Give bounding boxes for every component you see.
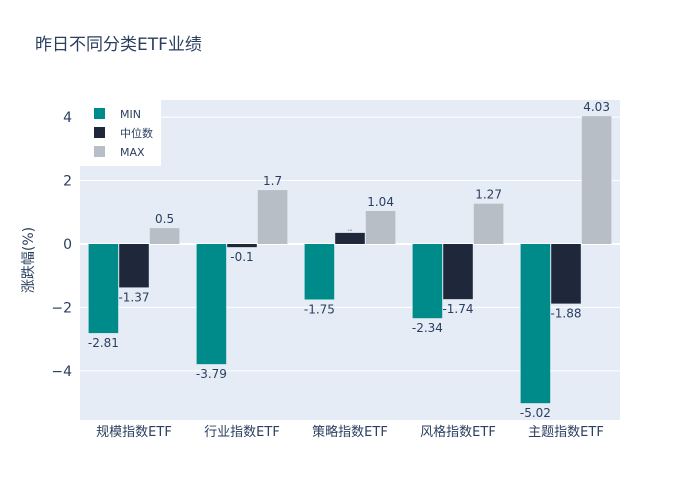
legend-swatch[interactable]	[94, 146, 105, 157]
bar[interactable]	[581, 116, 612, 244]
bar[interactable]	[520, 243, 551, 404]
y-tick-label: 4	[63, 110, 72, 126]
legend-swatch[interactable]	[94, 127, 105, 138]
legend-label[interactable]: MAX	[120, 146, 145, 159]
x-tick-label: 策略指数ETF	[312, 424, 388, 440]
bar[interactable]	[149, 228, 180, 244]
data-label: -0.1	[230, 250, 253, 264]
bar[interactable]	[196, 243, 227, 365]
data-label: -1.37	[118, 290, 149, 304]
bar[interactable]	[119, 243, 149, 288]
data-label: 0.5	[155, 212, 174, 226]
x-tick-label: 风格指数ETF	[420, 424, 496, 440]
data-label: -1.88	[550, 307, 581, 321]
legend-label[interactable]: 中位数	[120, 126, 153, 140]
bar[interactable]	[304, 243, 335, 300]
bar[interactable]	[473, 203, 504, 244]
y-tick-label: −4	[51, 364, 72, 380]
data-label: -1.74	[442, 302, 473, 316]
data-label: -5.02	[520, 406, 551, 420]
data-label: 1.27	[475, 188, 502, 202]
bar[interactable]	[412, 243, 443, 319]
legend-label[interactable]: MIN	[120, 108, 141, 121]
bar[interactable]	[365, 211, 396, 244]
bar[interactable]	[335, 232, 365, 244]
chart-title: 昨日不同分类ETF业绩	[35, 35, 202, 55]
y-axis-label: 涨跌幅(%)	[21, 227, 37, 293]
y-tick-label: −2	[51, 300, 72, 316]
bar[interactable]	[227, 243, 257, 248]
data-label: 1.04	[367, 195, 394, 209]
data-label: -3.79	[196, 367, 227, 381]
bar[interactable]	[88, 243, 119, 334]
x-tick-label: 行业指数ETF	[204, 425, 280, 440]
data-label: 1.7	[263, 174, 282, 188]
y-tick-label: 0	[63, 237, 72, 253]
data-label: 0.35	[348, 230, 353, 232]
legend: MIN 中位数 MAX	[80, 100, 161, 166]
bar[interactable]	[257, 190, 288, 244]
x-tick-label: 规模指数ETF	[96, 425, 172, 440]
data-label: 4.03	[583, 100, 610, 114]
data-label: -1.75	[304, 302, 335, 316]
x-tick-label: 主题指数ETF	[528, 425, 604, 440]
legend-swatch[interactable]	[94, 108, 105, 119]
y-tick-label: 2	[63, 174, 72, 190]
bar[interactable]	[551, 243, 581, 304]
legend-background	[80, 100, 161, 166]
bar[interactable]	[443, 243, 473, 300]
data-label: -2.81	[88, 336, 119, 350]
data-label: -2.34	[412, 321, 443, 335]
